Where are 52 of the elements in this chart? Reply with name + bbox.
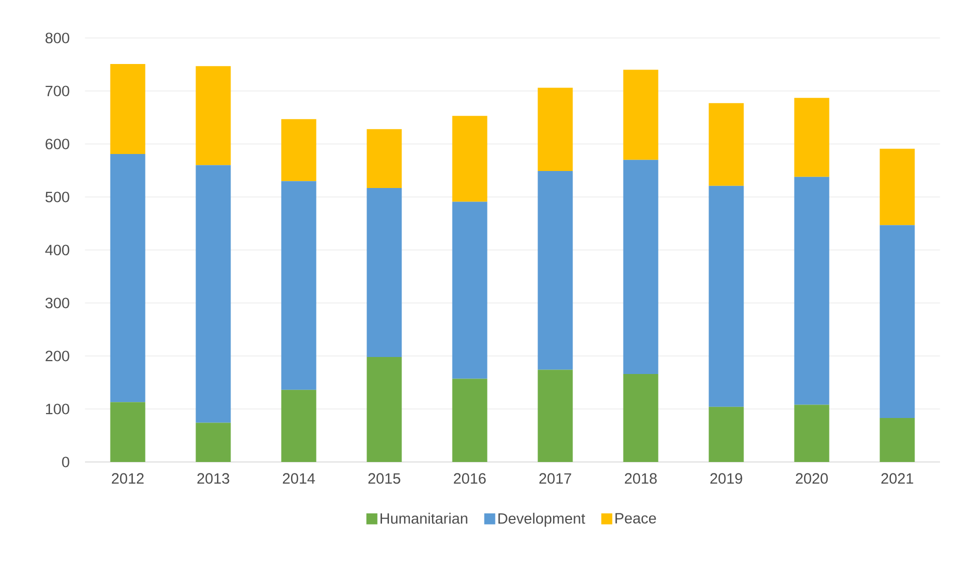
- bar: [452, 378, 488, 462]
- x-tick-label: 2019: [710, 473, 742, 484]
- x-tick-label: 2018: [624, 473, 657, 484]
- y-tick-label: 100: [46, 404, 70, 414]
- y-tick-label: 700: [46, 86, 70, 96]
- x-tick-label: 2020: [796, 473, 828, 484]
- legend-label: Humanitarian: [380, 512, 468, 524]
- bar: [281, 181, 316, 390]
- y-tick-label: 300: [45, 298, 70, 308]
- bar: [110, 402, 146, 462]
- bar: [452, 116, 488, 202]
- bar: [708, 186, 744, 407]
- bar: [538, 171, 573, 370]
- bar: [880, 225, 915, 418]
- x-tick-label: 2015: [368, 473, 400, 484]
- bar: [538, 370, 573, 462]
- bar: [623, 70, 658, 160]
- x-tick-label: 2012: [112, 473, 144, 484]
- x-tick-label: 2021: [881, 473, 914, 484]
- bar: [366, 357, 402, 462]
- y-tick-label: 500: [45, 192, 70, 202]
- bar: [110, 64, 146, 154]
- x-tick-label: 2014: [282, 473, 315, 484]
- y-tick-label: 800: [46, 32, 70, 44]
- y-tick-label: 200: [46, 350, 70, 362]
- x-tick-label: 2016: [454, 473, 486, 484]
- bar: [880, 148, 915, 226]
- bar: [880, 418, 915, 462]
- bar: [794, 176, 830, 405]
- bar: [794, 404, 830, 462]
- bar: [196, 422, 231, 462]
- bar: [452, 202, 488, 379]
- bar: [708, 406, 744, 462]
- bar: [281, 390, 316, 462]
- bar: [196, 66, 231, 166]
- bar: [623, 374, 658, 462]
- bar: [281, 119, 316, 182]
- bar: [623, 160, 658, 374]
- legend-label: Development: [498, 512, 586, 527]
- bar: [708, 103, 744, 186]
- legend-label: Peace: [615, 513, 656, 524]
- bar: [366, 188, 402, 358]
- bar: [538, 88, 573, 172]
- y-tick-label: 0: [62, 456, 70, 468]
- bar: [196, 165, 231, 423]
- bar: [366, 129, 402, 188]
- y-tick-label: 400: [45, 244, 70, 256]
- x-tick-label: 2013: [197, 473, 230, 484]
- bar: [110, 154, 146, 402]
- y-tick-label: 600: [46, 138, 70, 150]
- x-tick-label: 2017: [539, 473, 572, 484]
- bar: [794, 98, 830, 177]
